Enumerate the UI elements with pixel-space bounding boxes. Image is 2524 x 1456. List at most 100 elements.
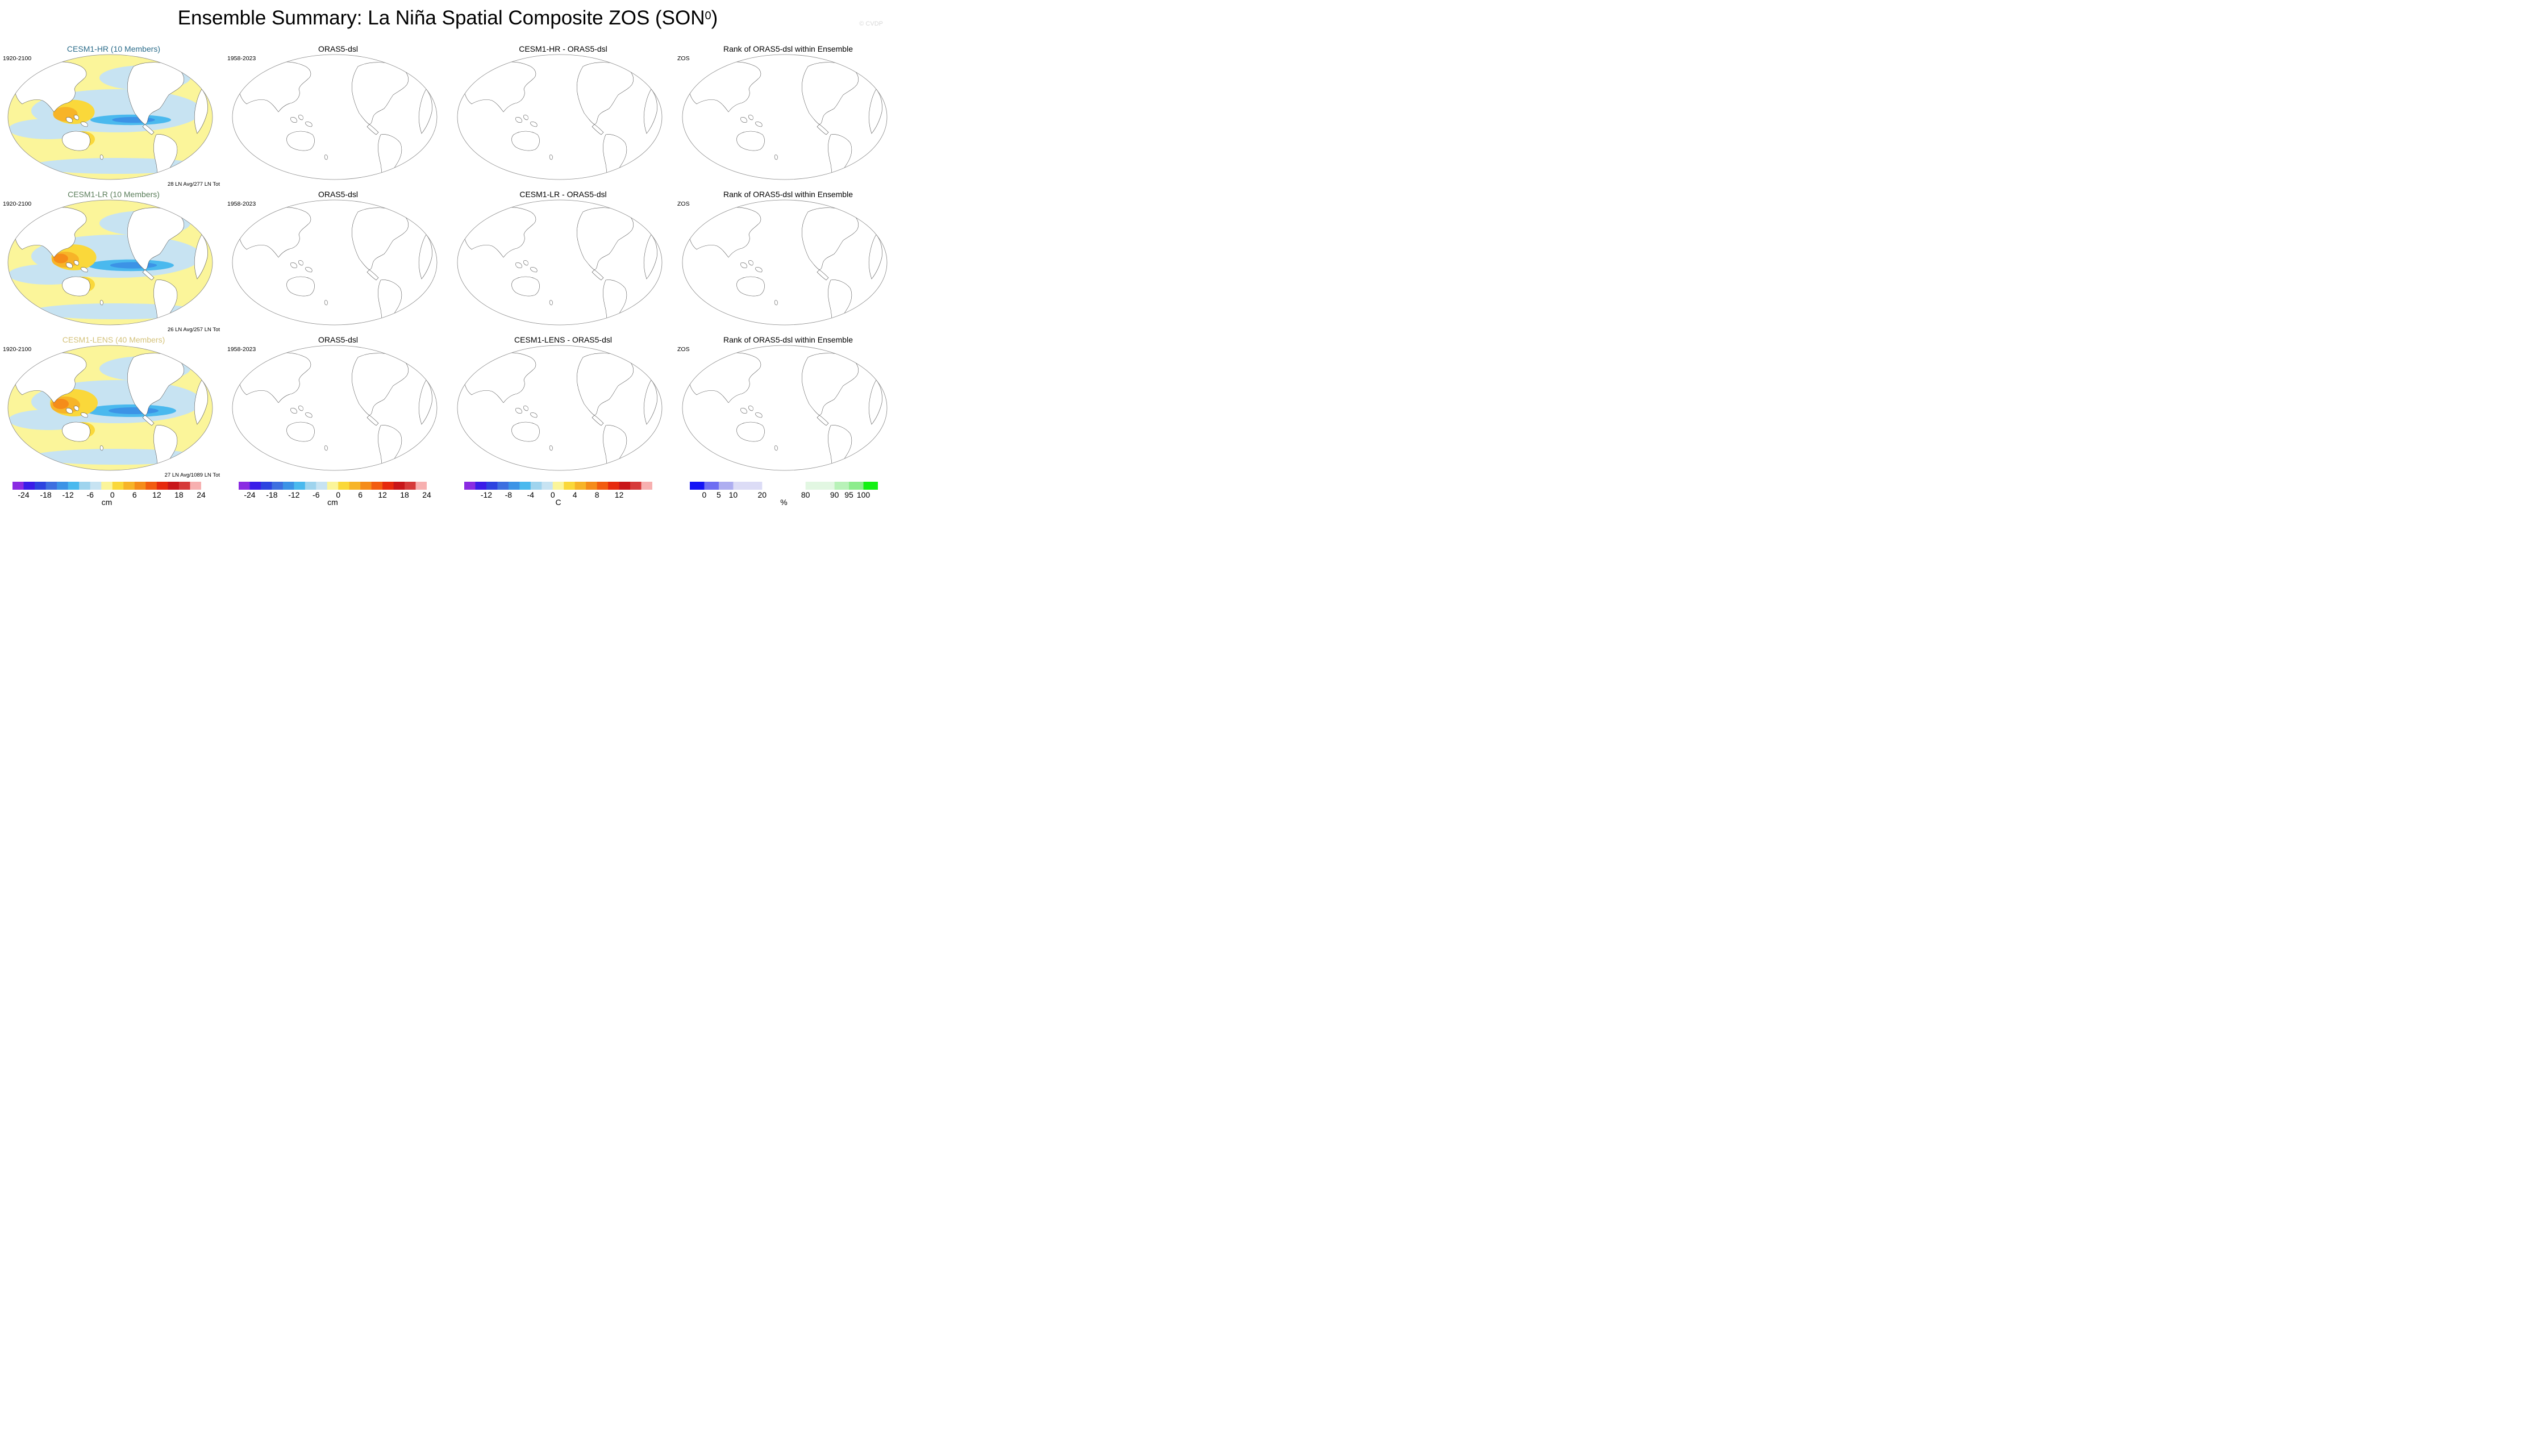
coastline bbox=[142, 415, 155, 426]
panel-title: ORAS5-dsl bbox=[318, 190, 359, 199]
colorbar-unit-label: C bbox=[555, 498, 561, 507]
colorbar-swatch bbox=[101, 482, 113, 490]
colorbar-swatch bbox=[382, 482, 394, 490]
colorbar-swatches bbox=[464, 482, 652, 490]
panel-period-label: 1958-2023 bbox=[227, 55, 256, 62]
map-contents bbox=[8, 345, 213, 470]
map-panel: CESM1-LR - ORAS5-dsl bbox=[452, 189, 674, 334]
coastline bbox=[352, 62, 409, 125]
coastline bbox=[592, 269, 604, 281]
coastline bbox=[261, 461, 415, 470]
colorbar-swatch bbox=[464, 482, 476, 490]
map-panel: Rank of ORAS5-dsl within Ensemble ZOS bbox=[677, 44, 899, 189]
coastline bbox=[194, 234, 208, 279]
colorbar-tick-label: 18 bbox=[400, 490, 409, 499]
coastline bbox=[194, 379, 208, 425]
coastline bbox=[774, 445, 778, 451]
coastline bbox=[418, 89, 432, 134]
panel-title: Rank of ORAS5-dsl within Ensemble bbox=[723, 335, 853, 344]
coastline bbox=[182, 201, 199, 216]
map-border bbox=[457, 54, 663, 180]
coastline bbox=[463, 61, 536, 112]
coastline bbox=[856, 56, 873, 71]
coastline bbox=[549, 155, 553, 160]
colorbar-unit-label: cm bbox=[101, 498, 113, 507]
colorbar-swatch bbox=[282, 482, 294, 490]
coastline bbox=[153, 425, 178, 470]
colorbar-tick-label: -12 bbox=[62, 490, 74, 499]
colorbar-swatch bbox=[564, 482, 576, 490]
coastline bbox=[868, 234, 882, 279]
map-border bbox=[7, 345, 213, 471]
colorbar-tick-label: -6 bbox=[86, 490, 94, 499]
colorbar-swatch bbox=[316, 482, 328, 490]
coastline bbox=[153, 279, 178, 325]
coastline bbox=[828, 425, 852, 470]
coastline bbox=[366, 415, 379, 426]
colorbar-swatch bbox=[508, 482, 520, 490]
map-panel: CESM1-LR (10 Members) 1920-2100 26 LN Avg/… bbox=[3, 189, 224, 334]
coastline bbox=[817, 415, 829, 426]
coastline bbox=[324, 445, 328, 451]
colorbar-tick-label: 12 bbox=[152, 490, 161, 499]
colorbar-swatch bbox=[805, 482, 820, 490]
warm-pool-max bbox=[53, 253, 68, 264]
colorbar: -24 -18 -12 -6 0 6 12 18 24 cm bbox=[239, 482, 431, 510]
colorbar-swatch bbox=[349, 482, 361, 490]
colorbar-swatch bbox=[733, 482, 748, 490]
coastline bbox=[66, 115, 88, 127]
colorbar: -12 -8 -4 0 4 8 12 C bbox=[464, 482, 652, 510]
coastline bbox=[366, 124, 379, 135]
coastline bbox=[378, 425, 402, 470]
panel-period-label: 1920-2100 bbox=[3, 346, 32, 353]
colorbar-tick-label: 12 bbox=[378, 490, 387, 499]
equatorial-cold-core bbox=[109, 407, 159, 414]
coastline bbox=[592, 124, 604, 135]
colorbar-swatch bbox=[45, 482, 57, 490]
warm-pool-max bbox=[53, 399, 69, 409]
coastline bbox=[828, 134, 852, 180]
colorbar-swatch bbox=[415, 482, 427, 490]
colorbar-swatch bbox=[762, 482, 777, 490]
equatorial-cold-core bbox=[112, 116, 155, 123]
colorbar-swatch bbox=[704, 482, 719, 490]
colorbar-swatch bbox=[820, 482, 835, 490]
negative-anomaly-region bbox=[31, 303, 202, 319]
panel-period-label: 1920-2100 bbox=[3, 201, 32, 207]
map-panel: CESM1-LENS - ORAS5-dsl bbox=[452, 335, 674, 479]
coastline bbox=[99, 155, 103, 160]
colorbar-swatch bbox=[134, 482, 146, 490]
coastline bbox=[868, 89, 882, 134]
coastline bbox=[290, 260, 313, 273]
colorbar-swatch bbox=[718, 482, 734, 490]
coastline bbox=[802, 353, 859, 416]
coastline bbox=[736, 131, 765, 151]
colorbar-tick-label: 100 bbox=[856, 490, 871, 499]
coastline bbox=[592, 415, 604, 426]
colorbar-tick-label: -12 bbox=[480, 490, 493, 499]
colorbar-unit-label: cm bbox=[327, 498, 338, 507]
colorbar: 0 5 10 20 80 90 95 100% bbox=[690, 482, 878, 510]
colorbar-swatch bbox=[145, 482, 157, 490]
map-border bbox=[682, 345, 888, 471]
map-border bbox=[457, 199, 663, 326]
map-panel: ORAS5-dsl 1958-2023 bbox=[227, 335, 449, 479]
negative-anomaly-region bbox=[31, 449, 202, 465]
colorbar-tick-label: 5 bbox=[717, 490, 721, 499]
colorbar-tick-label: 18 bbox=[174, 490, 184, 499]
coastline bbox=[286, 131, 315, 151]
coastline bbox=[463, 352, 536, 403]
map-panel: CESM1-HR - ORAS5-dsl bbox=[452, 44, 674, 189]
map-border bbox=[232, 54, 438, 180]
coastline bbox=[486, 316, 640, 325]
coastline bbox=[418, 234, 432, 279]
colorbar-swatch bbox=[519, 482, 531, 490]
colorbar-tick-label: -24 bbox=[244, 490, 256, 499]
map-plot bbox=[7, 54, 213, 180]
colorbar-tick-label: 8 bbox=[594, 490, 599, 499]
coastline bbox=[515, 406, 538, 418]
coastline bbox=[406, 201, 423, 216]
coastline bbox=[366, 269, 379, 281]
map-panel: Rank of ORAS5-dsl within Ensemble ZOS bbox=[677, 189, 899, 334]
coastline bbox=[238, 207, 311, 258]
